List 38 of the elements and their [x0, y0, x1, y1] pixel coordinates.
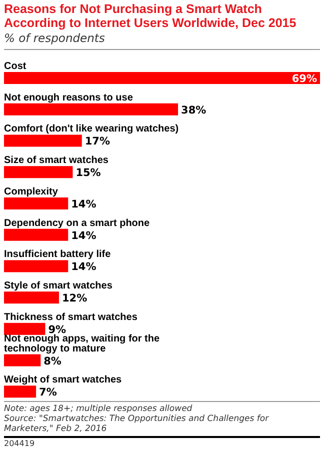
bar	[4, 354, 41, 366]
data-label: 8%	[44, 355, 62, 368]
y-tick-label: Cost	[4, 61, 27, 72]
y-tick-label: Not enough apps, waiting for the technology to mature	[4, 333, 160, 354]
bar	[4, 166, 73, 178]
bar	[4, 228, 68, 241]
y-tick-label: Size of smart watches	[4, 155, 109, 166]
chart-subtitle: % of respondents	[4, 31, 106, 47]
y-tick-label: Thickness of smart watches	[4, 312, 138, 323]
data-label: 15%	[76, 167, 102, 180]
bar	[4, 292, 59, 304]
text: 204419	[4, 438, 36, 448]
data-label: 17%	[84, 136, 110, 148]
bar	[4, 72, 320, 84]
chart-title: Reasons for Not Purchasing a Smart Watch According to Internet Users Worldwide, Dec 2015	[4, 2, 298, 30]
y-tick-label: Dependency on a smart phone	[4, 218, 150, 229]
y-tick-label: Not enough reasons to use	[4, 92, 134, 104]
bar	[4, 134, 82, 147]
data-label: 14%	[71, 261, 97, 274]
bar	[4, 260, 68, 272]
bar	[4, 197, 68, 210]
data-label: 9%	[48, 324, 67, 336]
data-label: 38%	[181, 104, 207, 116]
data-label: 69%	[292, 73, 318, 85]
text: Note: ages 18+; multiple responses allowed	[4, 404, 194, 414]
y-tick-label: Weight of smart watches	[4, 374, 122, 386]
y-tick-label: Style of smart watches	[4, 280, 113, 292]
bar	[4, 322, 46, 335]
y-tick-label: Comfort (don't like wearing watches)	[4, 124, 179, 135]
y-tick-label: Complexity	[4, 186, 58, 198]
data-label: 14%	[71, 198, 97, 210]
y-tick-label: Insufficient battery life	[4, 249, 112, 260]
source-note: Source: "Smartwatches: The Opportunities and Challenges for Marketers," Feb 2, 2016	[4, 414, 270, 434]
bar	[4, 103, 178, 116]
data-label: 12%	[62, 292, 88, 305]
data-label: 7%	[39, 386, 58, 399]
data-label: 14%	[71, 230, 97, 242]
bar	[4, 386, 36, 398]
